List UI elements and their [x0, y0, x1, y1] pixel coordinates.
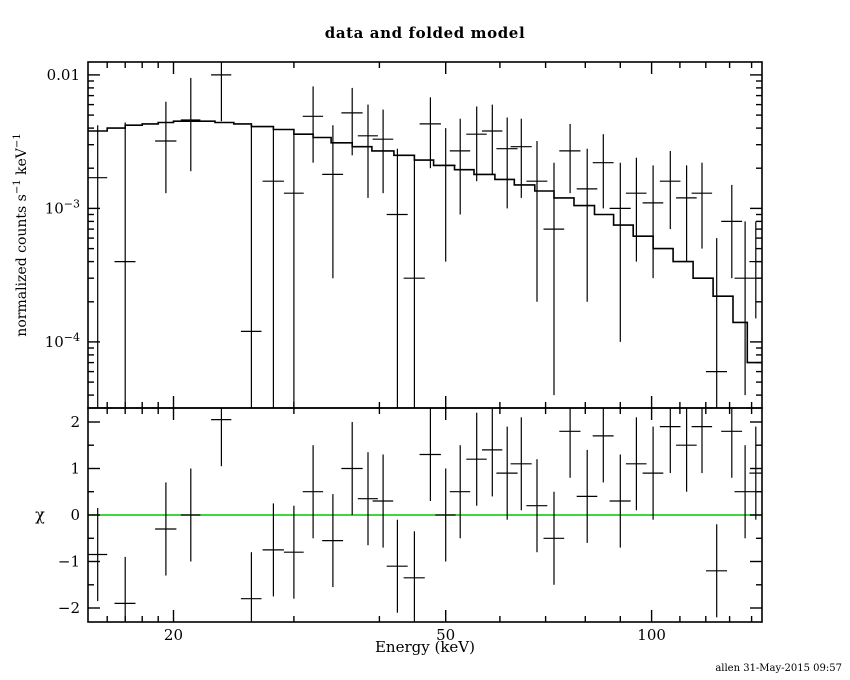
svg-text:10−4: 10−4 — [45, 331, 80, 351]
svg-text:0: 0 — [70, 506, 80, 524]
svg-text:χ: χ — [35, 505, 45, 524]
svg-text:2: 2 — [70, 413, 80, 431]
svg-text:10−3: 10−3 — [45, 197, 80, 217]
svg-text:0.01: 0.01 — [47, 66, 80, 84]
svg-text:normalized counts s−1 keV−1: normalized counts s−1 keV−1 — [12, 133, 30, 336]
svg-text:100: 100 — [637, 626, 666, 644]
residual-points — [88, 408, 762, 622]
folded-model-line — [88, 120, 762, 364]
svg-text:Energy (keV): Energy (keV) — [375, 638, 475, 656]
svg-text:−1: −1 — [58, 553, 80, 571]
plot-title: data and folded model — [324, 24, 526, 42]
svg-text:1: 1 — [70, 459, 80, 477]
residuals-panel-content — [88, 408, 762, 622]
spectrum-panel-content — [88, 62, 762, 408]
svg-text:−2: −2 — [58, 599, 80, 617]
spectrum-data-points — [88, 62, 762, 408]
svg-text:20: 20 — [164, 626, 183, 644]
plot-footer: allen 31-May-2015 09:57 — [715, 663, 842, 674]
axis-ticks — [88, 62, 762, 622]
spectrum-frame — [87, 61, 763, 409]
svg-text:50: 50 — [436, 626, 455, 644]
